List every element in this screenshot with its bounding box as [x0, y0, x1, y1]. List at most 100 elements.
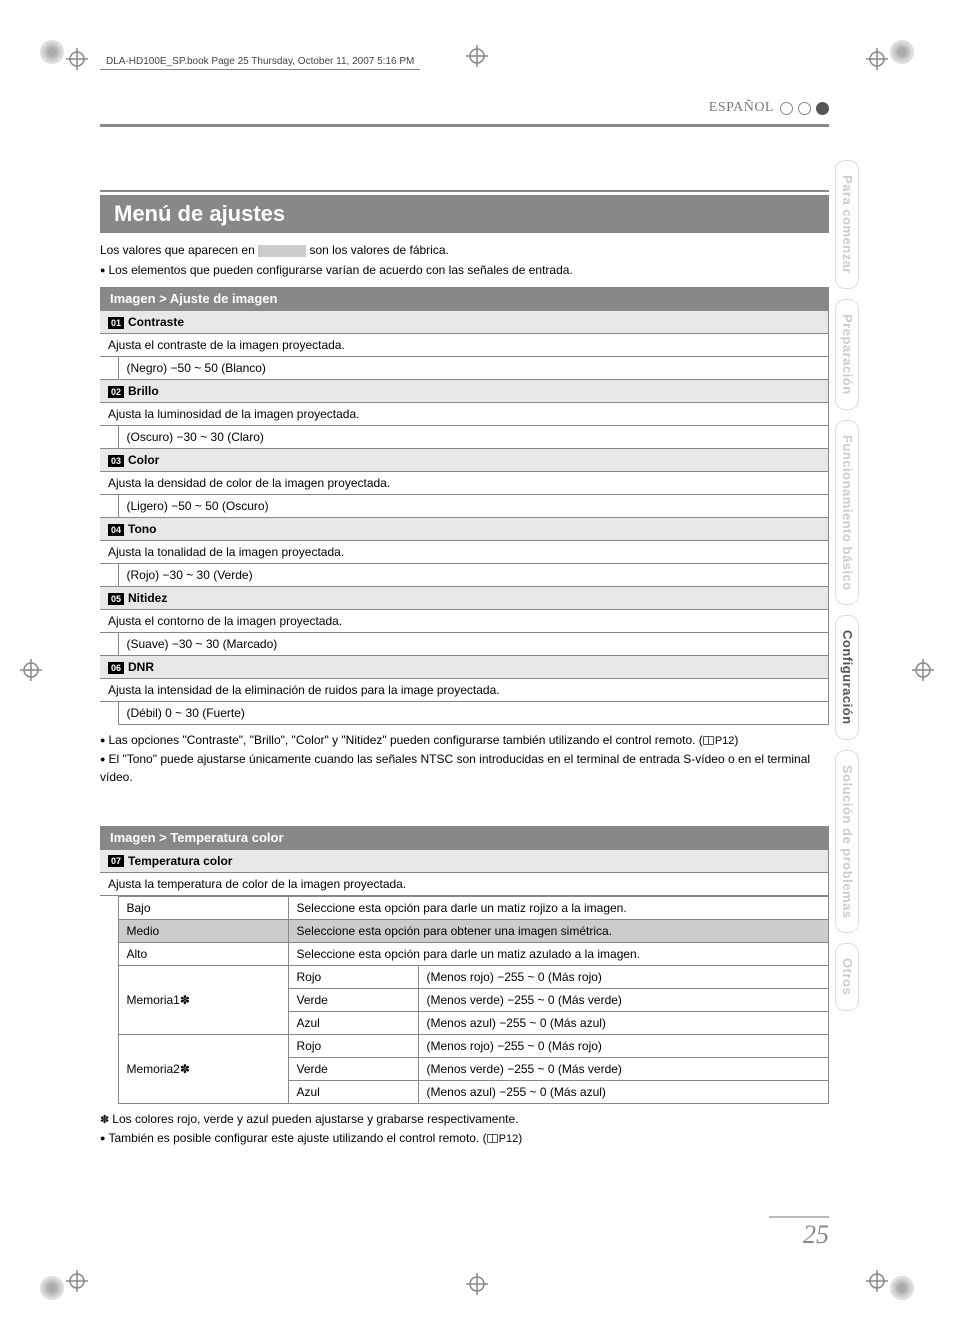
subsection-header-temp: Imagen > Temperatura color: [100, 826, 829, 849]
setting-name: Color: [128, 453, 159, 467]
side-tab: Solución de problemas: [835, 750, 859, 934]
item-number-badge: 03: [108, 455, 124, 467]
indent-cell: [100, 357, 118, 380]
temp-option-desc: Seleccione esta opción para darle un mat…: [288, 896, 829, 919]
color-channel: Rojo: [288, 1034, 418, 1057]
page-content: ESPAÑOL Para comenzarPreparaciónFunciona…: [100, 100, 829, 1250]
color-range: (Menos rojo) −255 ~ 0 (Más rojo): [418, 1034, 829, 1057]
registration-mark-icon: [866, 1270, 888, 1292]
item-number-badge: 05: [108, 593, 124, 605]
registration-mark-icon: [20, 659, 42, 681]
header-rule: [100, 124, 829, 127]
item-number-badge: 04: [108, 524, 124, 536]
temp-desc: Ajusta la temperatura de color de la ima…: [100, 872, 829, 895]
crop-dot-icon: [40, 40, 64, 64]
indent-cell: [100, 564, 118, 587]
crop-dot-icon: [890, 1276, 914, 1300]
footnote-1: Los colores rojo, verde y azul pueden aj…: [100, 1110, 829, 1130]
setting-range: (Oscuro) −30 ~ 30 (Claro): [118, 426, 829, 449]
temperature-options-table: BajoSeleccione esta opción para darle un…: [100, 896, 829, 1104]
setting-name: Tono: [128, 522, 156, 536]
temp-header-table: 07Temperatura color Ajusta la temperatur…: [100, 849, 829, 896]
registration-mark-icon: [912, 659, 934, 681]
side-tabs: Para comenzar Preparación Funcionamiento b…: [835, 160, 859, 1011]
setting-name: DNR: [128, 660, 154, 674]
color-range: (Menos verde) −255 ~ 0 (Más verde): [418, 1057, 829, 1080]
indent-cell: [100, 1057, 118, 1080]
setting-name: Contraste: [128, 315, 184, 329]
indent-cell: [100, 1011, 118, 1034]
temp-option: Alto: [118, 942, 288, 965]
note-2: El "Tono" puede ajustarse únicamente cua…: [100, 750, 829, 786]
intro-before: Los valores que aparecen en: [100, 243, 258, 257]
setting-range: (Rojo) −30 ~ 30 (Verde): [118, 564, 829, 587]
default-value-swatch-icon: [258, 245, 306, 257]
book-icon: [487, 1134, 498, 1143]
dot-icon: [780, 102, 793, 115]
color-range: (Menos azul) −255 ~ 0 (Más azul): [418, 1080, 829, 1103]
indent-cell: [100, 633, 118, 656]
indent-cell: [100, 702, 118, 725]
book-icon: [703, 736, 714, 745]
setting-name: Brillo: [128, 384, 159, 398]
indent-cell: [100, 495, 118, 518]
indent-cell: [100, 988, 118, 1011]
setting-label-row: 01Contraste: [100, 311, 829, 334]
setting-description: Ajusta el contraste de la imagen proyect…: [100, 334, 829, 357]
side-tab: Funcionamiento básico: [835, 420, 859, 606]
registration-mark-icon: [466, 45, 488, 67]
indent-cell: [100, 896, 118, 919]
setting-label-row: 05 Nitidez: [100, 587, 829, 610]
subsection-header-ajuste: Imagen > Ajuste de imagen: [100, 287, 829, 310]
page-ref: P12: [715, 735, 735, 747]
language-dots: [780, 102, 829, 115]
setting-description: Ajusta el contorno de la imagen proyecta…: [100, 610, 829, 633]
temp-label-row: 07Temperatura color: [100, 849, 829, 872]
indent-cell: [100, 919, 118, 942]
item-number-badge: 02: [108, 386, 124, 398]
settings-table: 01ContrasteAjusta el contraste de la ima…: [100, 310, 829, 725]
item-number-badge: 07: [108, 855, 124, 867]
indent-cell: [100, 1080, 118, 1103]
indent-cell: [100, 965, 118, 988]
crop-dot-icon: [890, 40, 914, 64]
indent-cell: [100, 1034, 118, 1057]
side-tab: Para comenzar: [835, 160, 859, 289]
color-range: (Menos verde) −255 ~ 0 (Más verde): [418, 988, 829, 1011]
intro-bullet: Los elementos que pueden configurarse va…: [100, 263, 829, 277]
temp-option: Medio: [118, 919, 288, 942]
footnote-2: También es posible configurar este ajust…: [100, 1129, 829, 1149]
setting-label-row: 02 Brillo: [100, 380, 829, 403]
registration-mark-icon: [66, 48, 88, 70]
indent-cell: [100, 426, 118, 449]
setting-name: Nitidez: [128, 591, 167, 605]
intro-after: son los valores de fábrica.: [306, 243, 449, 257]
setting-label-row: 06DNR: [100, 656, 829, 679]
memory-option: Memoria2✽: [118, 1034, 288, 1103]
setting-range: (Negro) −50 ~ 50 (Blanco): [118, 357, 829, 380]
side-tab: Otros: [835, 943, 859, 1010]
color-range: (Menos azul) −255 ~ 0 (Más azul): [418, 1011, 829, 1034]
color-channel: Rojo: [288, 965, 418, 988]
color-channel: Verde: [288, 988, 418, 1011]
registration-mark-icon: [466, 1273, 488, 1295]
setting-description: Ajusta la tonalidad de la imagen proyect…: [100, 541, 829, 564]
color-channel: Verde: [288, 1057, 418, 1080]
side-tab: Preparación: [835, 299, 859, 410]
registration-mark-icon: [66, 1270, 88, 1292]
language-label: ESPAÑOL: [709, 100, 774, 116]
temp-option: Bajo: [118, 896, 288, 919]
book-file-header: DLA-HD100E_SP.book Page 25 Thursday, Oct…: [100, 56, 420, 70]
setting-description: Ajusta la intensidad de la eliminación d…: [100, 679, 829, 702]
temp-option-desc: Seleccione esta opción para darle un mat…: [288, 942, 829, 965]
setting-range: (Ligero) −50 ~ 50 (Oscuro): [118, 495, 829, 518]
note-1: Las opciones "Contraste", "Brillo", "Col…: [100, 731, 829, 750]
registration-mark-icon: [866, 48, 888, 70]
section-title: Menú de ajustes: [100, 195, 829, 233]
setting-description: Ajusta la densidad de color de la imagen…: [100, 472, 829, 495]
dot-icon: [798, 102, 811, 115]
color-channel: Azul: [288, 1080, 418, 1103]
color-channel: Azul: [288, 1011, 418, 1034]
indent-cell: [100, 942, 118, 965]
crop-dot-icon: [40, 1276, 64, 1300]
